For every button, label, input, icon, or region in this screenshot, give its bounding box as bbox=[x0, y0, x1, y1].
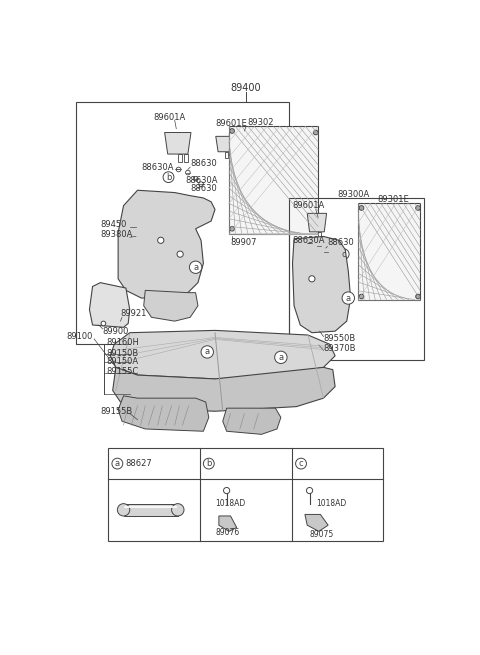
Circle shape bbox=[359, 294, 364, 299]
Bar bbox=[225, 152, 228, 158]
Text: 89155C: 89155C bbox=[107, 367, 139, 376]
Circle shape bbox=[416, 206, 420, 210]
Bar bbox=[108, 448, 383, 540]
Text: 89370B: 89370B bbox=[324, 344, 356, 352]
Text: 88630: 88630 bbox=[327, 238, 354, 247]
Polygon shape bbox=[89, 283, 130, 328]
Polygon shape bbox=[144, 290, 198, 321]
Circle shape bbox=[307, 240, 312, 245]
Text: 88630: 88630 bbox=[190, 159, 217, 168]
Polygon shape bbox=[165, 132, 191, 154]
Text: b: b bbox=[206, 459, 212, 468]
Text: 89076: 89076 bbox=[215, 529, 239, 537]
Text: 88630A: 88630A bbox=[292, 236, 325, 245]
Text: 89601A: 89601A bbox=[153, 113, 185, 122]
Text: 89302: 89302 bbox=[248, 118, 274, 127]
Polygon shape bbox=[305, 514, 328, 531]
Circle shape bbox=[163, 172, 174, 183]
Text: c: c bbox=[299, 459, 303, 468]
Circle shape bbox=[186, 170, 190, 175]
Text: 89400: 89400 bbox=[231, 83, 261, 93]
Text: 88627: 88627 bbox=[126, 459, 153, 468]
Polygon shape bbox=[216, 136, 232, 152]
Circle shape bbox=[101, 321, 106, 326]
Circle shape bbox=[359, 206, 364, 210]
Circle shape bbox=[313, 227, 318, 231]
Circle shape bbox=[230, 227, 234, 231]
Text: 89601E: 89601E bbox=[215, 119, 247, 128]
Text: 89380A: 89380A bbox=[100, 231, 132, 240]
Circle shape bbox=[157, 237, 164, 244]
Circle shape bbox=[190, 261, 202, 273]
Circle shape bbox=[224, 487, 230, 494]
Polygon shape bbox=[223, 408, 281, 434]
Text: 88630A: 88630A bbox=[142, 162, 174, 172]
Bar bbox=[184, 154, 188, 162]
Circle shape bbox=[177, 251, 183, 257]
Polygon shape bbox=[118, 396, 209, 431]
Text: 89150A: 89150A bbox=[107, 357, 139, 365]
Circle shape bbox=[324, 250, 328, 254]
Circle shape bbox=[201, 346, 214, 358]
Circle shape bbox=[117, 504, 130, 516]
Text: 89155B: 89155B bbox=[100, 407, 132, 416]
Polygon shape bbox=[219, 516, 237, 531]
Text: 89160H: 89160H bbox=[107, 338, 139, 347]
Text: 1018AD: 1018AD bbox=[215, 499, 245, 508]
Circle shape bbox=[338, 249, 349, 259]
Bar bbox=[359, 203, 420, 299]
Text: a: a bbox=[115, 459, 120, 468]
Text: 89300A: 89300A bbox=[337, 189, 370, 198]
Circle shape bbox=[416, 294, 420, 299]
Text: a: a bbox=[204, 347, 210, 356]
Text: 89921: 89921 bbox=[120, 309, 147, 318]
Circle shape bbox=[342, 292, 355, 304]
Text: 89900: 89900 bbox=[103, 327, 129, 335]
Text: a: a bbox=[193, 263, 198, 272]
Bar bbox=[75, 102, 288, 345]
Text: 89075: 89075 bbox=[310, 530, 334, 539]
Polygon shape bbox=[123, 504, 178, 516]
Text: 89301E: 89301E bbox=[378, 195, 409, 204]
Circle shape bbox=[275, 351, 287, 364]
Text: b: b bbox=[166, 173, 171, 181]
Bar bbox=[229, 126, 318, 234]
Text: 1018AD: 1018AD bbox=[316, 499, 346, 508]
Circle shape bbox=[316, 244, 321, 249]
Circle shape bbox=[306, 487, 312, 494]
Circle shape bbox=[204, 458, 214, 469]
Circle shape bbox=[176, 167, 181, 172]
Bar bbox=[178, 154, 181, 162]
Polygon shape bbox=[113, 367, 335, 411]
Circle shape bbox=[199, 182, 204, 187]
Bar bbox=[318, 232, 321, 238]
Text: a: a bbox=[278, 353, 283, 362]
Polygon shape bbox=[307, 214, 326, 232]
Bar bbox=[288, 198, 424, 360]
Text: 88630: 88630 bbox=[190, 184, 217, 193]
Circle shape bbox=[296, 458, 306, 469]
Text: c: c bbox=[341, 250, 346, 259]
Circle shape bbox=[313, 130, 318, 135]
Text: 88630A: 88630A bbox=[186, 176, 218, 185]
Circle shape bbox=[112, 458, 123, 469]
Polygon shape bbox=[292, 236, 350, 333]
Polygon shape bbox=[118, 190, 215, 298]
Circle shape bbox=[172, 504, 184, 516]
Text: 89150B: 89150B bbox=[107, 349, 139, 358]
Text: a: a bbox=[346, 293, 351, 303]
Circle shape bbox=[193, 176, 198, 181]
Circle shape bbox=[230, 128, 234, 133]
Text: 89100: 89100 bbox=[66, 332, 93, 341]
Polygon shape bbox=[110, 330, 335, 379]
Text: 89550B: 89550B bbox=[324, 334, 356, 343]
Text: 89907: 89907 bbox=[230, 238, 257, 247]
Text: 89601A: 89601A bbox=[292, 201, 325, 210]
Text: 89450: 89450 bbox=[100, 220, 127, 229]
Circle shape bbox=[309, 276, 315, 282]
